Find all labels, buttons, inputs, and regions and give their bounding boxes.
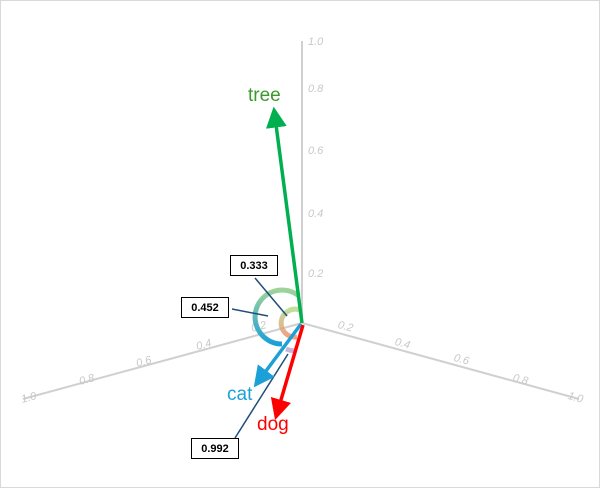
tick-r-0.6: 0.6 <box>452 352 471 368</box>
tick-r-1.0: 1.0 <box>566 390 585 406</box>
similarity-label-cat-dog: 0.992 <box>191 438 239 459</box>
axis-left <box>22 322 303 400</box>
tick-l-0.4: 0.4 <box>195 337 213 353</box>
leader-0.992 <box>234 353 289 439</box>
angle-arc-cat-dog <box>285 346 295 354</box>
leader-0.333 <box>254 277 288 317</box>
tick-v-0.8: 0.8 <box>308 83 324 95</box>
tick-v-0.2: 0.2 <box>308 268 323 280</box>
vector-dog-arrow <box>270 324 305 421</box>
tick-v-0.6: 0.6 <box>308 145 324 157</box>
vector-label-tree: tree <box>248 85 281 106</box>
axis-right <box>301 322 580 400</box>
angle-arc-tree-cat <box>252 287 301 347</box>
tick-l-1.0: 1.0 <box>20 390 39 406</box>
similarity-label-tree-dog: 0.333 <box>230 255 278 276</box>
similarity-label-tree-cat: 0.452 <box>181 297 229 318</box>
tick-l-0.6: 0.6 <box>135 354 154 370</box>
tick-v-1.0: 1.0 <box>308 36 324 48</box>
tick-l-0.8: 0.8 <box>78 372 97 388</box>
vector-tree-arrow <box>265 106 304 324</box>
vector-label-cat: cat <box>227 384 253 405</box>
tick-r-0.2: 0.2 <box>336 319 354 335</box>
vector-cat-arrow <box>253 322 303 388</box>
tick-r-0.4: 0.4 <box>393 336 411 352</box>
tick-r-0.8: 0.8 <box>511 372 530 388</box>
leader-0.452 <box>231 308 269 317</box>
tick-v-0.4: 0.4 <box>308 208 323 220</box>
vector-label-dog: dog <box>257 414 289 435</box>
